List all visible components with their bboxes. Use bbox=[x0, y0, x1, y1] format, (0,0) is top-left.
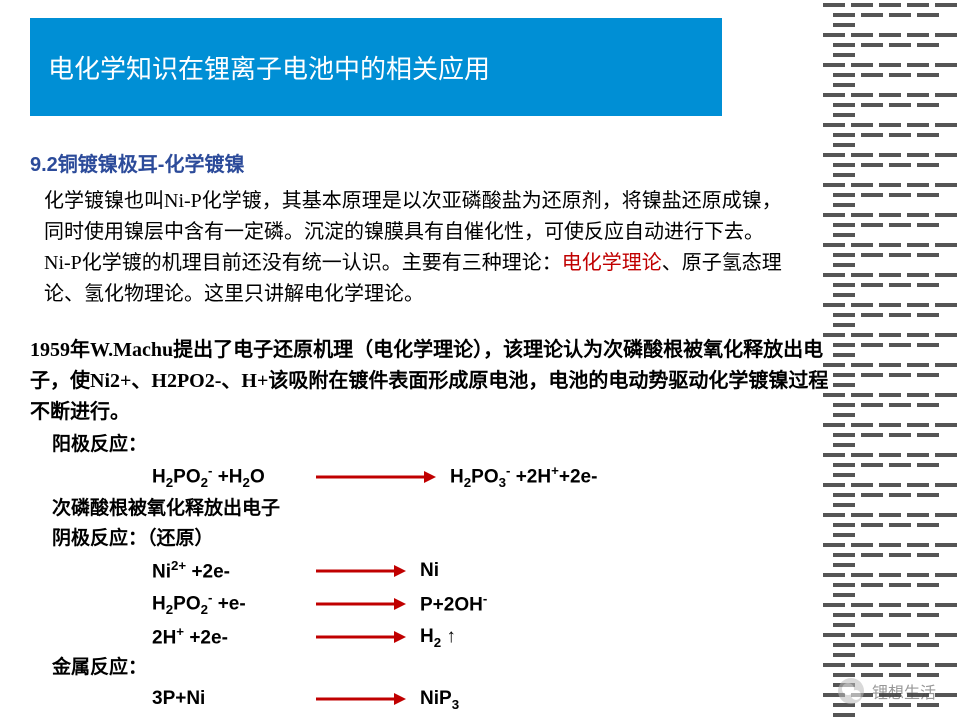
wechat-icon bbox=[838, 678, 864, 704]
page-title: 电化学知识在锂离子电池中的相关应用 bbox=[48, 49, 490, 86]
cathode-label: 阴极反应：（还原） bbox=[52, 524, 832, 554]
decorative-pattern bbox=[820, 0, 960, 720]
para1-highlight: 电化学理论 bbox=[562, 252, 662, 274]
metal-label: 金属反应： bbox=[52, 653, 832, 683]
equations-block: 阳极反应： H2PO2- +H2OH2PO3- +2H++2e- 次磷酸根被氧化… bbox=[52, 430, 832, 715]
eq-cathode-2: H2PO2- +e-P+2OH- bbox=[52, 587, 832, 620]
eq-cathode-1: Ni2+ +2e-Ni bbox=[52, 555, 832, 588]
paragraph-theory: 1959年W.Machu提出了电子还原机理（电化学理论），该理论认为次磷酸根被氧… bbox=[30, 335, 835, 428]
eq-cathode-3: 2H+ +2e-H2 ↑ bbox=[52, 621, 832, 654]
eq-metal: 3P+NiNiP3 bbox=[52, 684, 832, 715]
paragraph-intro: 化学镀镍也叫Ni-P化学镀，其基本原理是以次亚磷酸盐为还原剂，将镍盐还原成镍，同… bbox=[44, 186, 784, 310]
eq-anode: H2PO2- +H2OH2PO3- +2H++2e- bbox=[52, 460, 832, 493]
watermark: 锂想生活 bbox=[838, 678, 936, 704]
watermark-text: 锂想生活 bbox=[872, 679, 936, 703]
title-bar: 电化学知识在锂离子电池中的相关应用 bbox=[30, 18, 722, 116]
anode-note: 次磷酸根被氧化释放出电子 bbox=[52, 494, 832, 524]
anode-label: 阳极反应： bbox=[52, 430, 832, 460]
section-heading: 9.2铜镀镍极耳-化学镀镍 bbox=[30, 148, 244, 177]
